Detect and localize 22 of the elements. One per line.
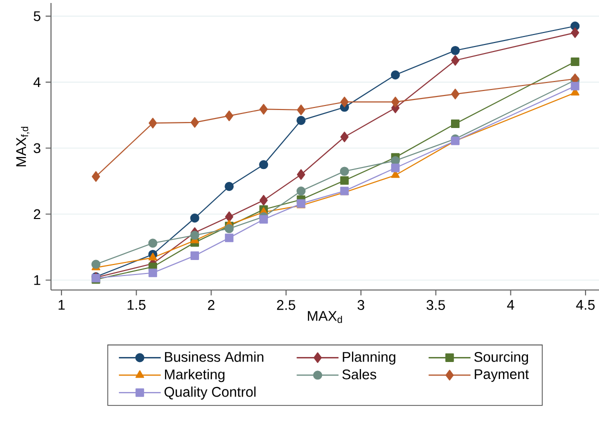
x-tick-label: 4.5 bbox=[576, 300, 595, 310]
legend-label: Marketing bbox=[165, 369, 224, 382]
x-tick-label: 4 bbox=[507, 300, 514, 310]
legend-label: Payment bbox=[474, 369, 529, 382]
legend-label: Quality Control bbox=[164, 386, 256, 400]
x-tick-label: 1.5 bbox=[128, 300, 146, 310]
y-tick-label: 2 bbox=[34, 209, 40, 220]
x-tick-label: 1 bbox=[58, 300, 65, 310]
x-tick-label: 2 bbox=[208, 300, 214, 310]
y-tick-label: 1 bbox=[34, 275, 40, 285]
x-axis-title: MAX$_{d}$ bbox=[308, 311, 342, 324]
y-tick-label: 5 bbox=[34, 11, 40, 22]
legend-label: Sourcing bbox=[474, 352, 528, 365]
legend-label: Sales bbox=[342, 369, 376, 380]
legend-label: Planning bbox=[342, 352, 396, 365]
legend-label: Business Admin bbox=[165, 352, 264, 362]
x-tick-label: 3.5 bbox=[426, 300, 445, 310]
y-tick-label: 3 bbox=[34, 143, 40, 154]
y-axis-title: MAX$_{f,d}$ bbox=[16, 126, 30, 166]
x-tick-label: 2.5 bbox=[277, 300, 296, 310]
y-tick-label: 4 bbox=[33, 77, 41, 87]
x-tick-label: 3 bbox=[358, 300, 364, 310]
